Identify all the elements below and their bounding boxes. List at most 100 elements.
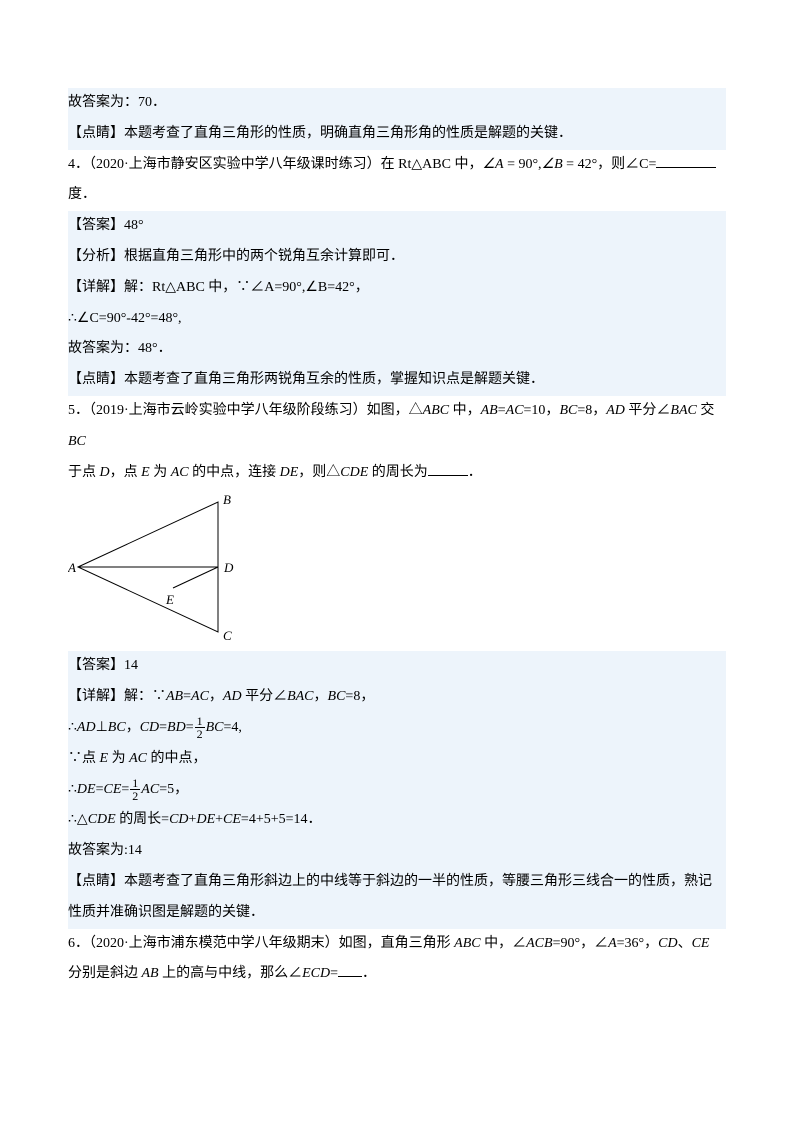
t: A: [608, 936, 617, 951]
t: CD: [140, 720, 159, 735]
t: 6．（2020·上海市浦东模范中学八年级期末）如图，直角三角形: [68, 936, 454, 951]
q4-stem-1: 4．（2020·上海市静安区实验中学八年级课时练习）在 Rt△ABC 中，∠A …: [68, 150, 726, 181]
t: AD: [77, 720, 96, 735]
t: DE: [280, 465, 299, 480]
q5-detail-4: ∴DE=CE=12AC=5，: [68, 775, 726, 806]
t: =: [498, 403, 506, 418]
t: =5，: [159, 782, 188, 797]
blank-q6: [338, 962, 362, 977]
label-e: E: [165, 592, 174, 607]
t: ，: [209, 689, 223, 704]
t: BAC: [670, 403, 696, 418]
t: AC: [141, 782, 159, 797]
t: CDE: [340, 465, 368, 480]
q5-detail-3: ∵点 E 为 AC 的中点，: [68, 744, 726, 775]
q4-detail-2: ∴∠C=90°-42°=48°,: [68, 304, 726, 335]
t: DE: [196, 812, 215, 827]
q5-dianqing-2: 性质并准确识图是解题的关键．: [68, 898, 726, 929]
t: ∴: [68, 782, 77, 797]
t: =8，: [345, 689, 374, 704]
q5-detail-5: ∴△CDE 的周长=CD+DE+CE=4+5+5=14．: [68, 805, 726, 836]
page-content: 故答案为：70． 【点睛】本题考查了直角三角形的性质，明确直角三角形角的性质是解…: [0, 0, 794, 1050]
t: BC: [328, 689, 346, 704]
t: BC: [559, 403, 577, 418]
q5-detail-6: 故答案为:14: [68, 836, 726, 867]
t: ，: [314, 689, 328, 704]
t: 平分∠: [242, 689, 288, 704]
t: ⊥: [96, 720, 108, 735]
q4-text: 4．（2020·上海市静安区实验中学八年级课时练习）在 Rt△ABC 中，: [68, 157, 482, 172]
q4-answer: 【答案】48°: [68, 211, 726, 242]
angle-b: ∠B: [542, 157, 563, 172]
t: 、: [678, 936, 692, 951]
t: AC: [191, 689, 209, 704]
t: 的中点，: [147, 751, 207, 766]
t: AB: [166, 689, 183, 704]
t: AC: [171, 465, 189, 480]
t: =10，: [524, 403, 560, 418]
t: 的中点，连接: [189, 465, 280, 480]
t: ACB: [526, 936, 552, 951]
frac-half-1: 12: [195, 715, 205, 740]
answer-prev: 故答案为：70．: [68, 88, 726, 119]
t: AD: [606, 403, 625, 418]
t: 的周长=: [116, 812, 169, 827]
blank-q4: [656, 153, 716, 168]
t: ABC: [423, 403, 449, 418]
q4-t2: = 90°,: [504, 157, 542, 172]
t: 分别是斜边: [68, 966, 142, 981]
t: BD: [167, 720, 186, 735]
t: 上的高与中线，那么∠: [159, 966, 303, 981]
t: 【详解】解：∵: [68, 689, 166, 704]
q5-dianqing-1: 【点睛】本题考查了直角三角形斜边上的中线等于斜边的一半的性质，等腰三角形三线合一…: [68, 867, 726, 898]
t: 平分∠: [625, 403, 671, 418]
t: ，: [126, 720, 140, 735]
t: =: [96, 782, 104, 797]
q4-dianqing: 【点睛】本题考查了直角三角形两锐角互余的性质，掌握知识点是解题关键．: [68, 365, 726, 396]
t: 交: [697, 403, 715, 418]
t: BC: [206, 720, 224, 735]
t: =36°，: [617, 936, 659, 951]
t: ．: [362, 966, 376, 981]
t: ∴: [68, 720, 77, 735]
t: CE: [692, 936, 710, 951]
t: ∴△: [68, 812, 88, 827]
t: =: [186, 720, 194, 735]
t: =8，: [577, 403, 606, 418]
t: 的周长为: [368, 465, 428, 480]
t: AC: [129, 751, 147, 766]
q5-detail-2: ∴AD⊥BC，CD=BD=12BC=4,: [68, 713, 726, 744]
t: =4,: [224, 720, 242, 735]
t: ABC: [454, 936, 480, 951]
q4-detail-3: 故答案为：48°．: [68, 334, 726, 365]
label-c: C: [223, 628, 232, 643]
t: 于点: [68, 465, 100, 480]
q6-stem-2: 分别是斜边 AB 上的高与中线，那么∠ECD=．: [68, 959, 726, 990]
t: =: [159, 720, 167, 735]
q5-detail-1: 【详解】解：∵AB=AC，AD 平分∠BAC，BC=8，: [68, 682, 726, 713]
q4-t3: = 42°，则∠C=: [563, 157, 657, 172]
t: BC: [68, 434, 86, 449]
t: ，则△: [298, 465, 340, 480]
t: ，点: [110, 465, 142, 480]
t: 为: [150, 465, 171, 480]
t: CE: [223, 812, 241, 827]
t: AC: [506, 403, 524, 418]
blank-q5: [428, 461, 468, 476]
t: BC: [108, 720, 126, 735]
t: 中，∠: [481, 936, 527, 951]
t: =: [330, 966, 338, 981]
t: ECD: [302, 966, 330, 981]
t: =: [121, 782, 129, 797]
q5-stem-1: 5．（2019·上海市云岭实验中学八年级阶段练习）如图，△ABC 中，AB=AC…: [68, 396, 726, 458]
t: E: [100, 751, 109, 766]
angle-a: ∠A: [482, 157, 503, 172]
t: CDE: [88, 812, 116, 827]
t: CE: [104, 782, 122, 797]
t: BAC: [287, 689, 313, 704]
t: AB: [481, 403, 498, 418]
t: DE: [77, 782, 96, 797]
q4-detail-1: 【详解】解：Rt△ABC 中，∵∠A=90°,∠B=42°，: [68, 273, 726, 304]
t: D: [100, 465, 110, 480]
t: AD: [223, 689, 242, 704]
